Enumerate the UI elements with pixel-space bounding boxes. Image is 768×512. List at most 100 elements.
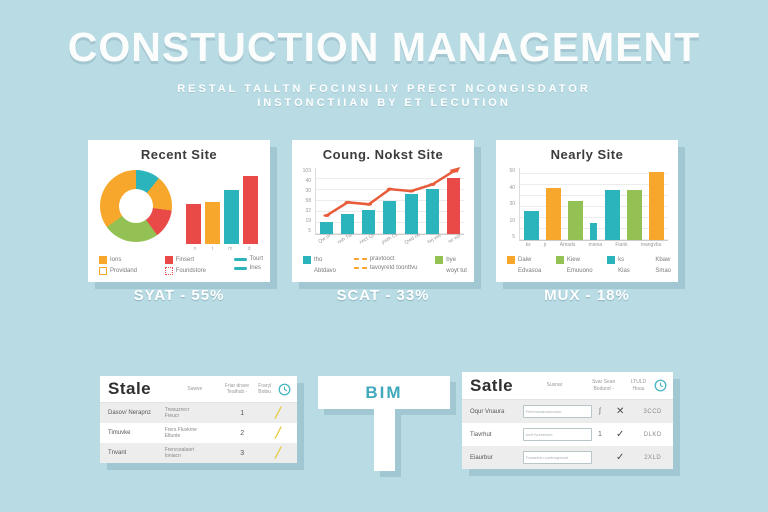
chart-bar [627,190,643,240]
column-header: Fraryl Bobiu [258,382,272,395]
left-table: Stale Suwve Friar drave Tealhub - Fraryl B… [100,376,297,463]
legend-item: bye [435,256,467,264]
legend-label: Klas [618,268,630,274]
y-tick-label: 30 [509,201,515,207]
chart-bar [224,190,239,244]
left-table-title: Stale [108,379,152,398]
x-tick-label: n [193,246,197,252]
chart-bar [341,214,355,234]
row-value: 2XLD [644,454,662,461]
legend-label: Kbaw [655,257,671,263]
legend-swatch [353,267,367,269]
legend-label: bye [446,257,456,263]
legend-swatch [303,256,311,264]
legend-label: Kiew [566,257,580,263]
row-check-mark: ✕ [616,406,625,417]
legend-column: Finsert Foundstore [164,256,206,275]
right-table: Satle Susnar Svar Sean Bodund - LTULD Houu… [462,372,673,469]
legend-column: Kbaw Smao [644,256,671,275]
legend-item: Kiew [555,256,593,264]
right-table-headers: Susnar Svar Sean Bodund - LTULD Houu [525,379,654,392]
legend-item: Finsert [164,256,206,264]
y-tick-label: 103 [302,168,311,174]
legend-label: Tourt [249,256,263,262]
recent-site-donut [100,170,172,242]
y-tick-label: 40 [305,178,311,184]
x-tick-label: ks [525,242,531,248]
table-row: Timuvke Frers Fluvkrne Eltunte 2 ╱ [100,423,297,443]
y-tick-label: 58 [305,198,311,204]
y-tick-label: 32 [305,208,311,214]
legend-swatch [164,267,173,275]
chart-bar [446,177,460,234]
row-name: Eiaurbur [470,454,493,461]
clock-icon [654,379,667,392]
chart-bar [590,223,598,240]
x-tick-label: m [228,246,233,252]
legend-label: tavoyretd toonttvu [369,265,418,271]
legend-swatch [555,256,564,264]
legend-swatch [99,267,107,275]
legend-column: ks Klas [607,256,630,275]
subtitle-line-2: INSTONCTIIAN BY ET LECUTION [257,97,511,109]
legend-label: Ines [249,265,261,271]
clock-icon [278,383,291,395]
legend-swatch [164,256,173,264]
legend-label: Abtdavo [314,268,337,274]
bim-label: BIM [365,382,403,402]
table-row: Tiavrhut wvrt fvumetzcb 1 ✓ DLKD [462,423,673,446]
nearly-site-plot [519,168,668,241]
x-tick-label: Amads [559,242,576,248]
table-input[interactable]: Fitrtvmssauasconao [522,405,592,418]
row-check-mark: ╱ [275,447,282,459]
table-row: Eiaurbur Fsaaetetu cuetrsqenaat ✓ 2XLD [462,446,673,469]
row-pre-mark: ʃ [599,408,601,415]
right-table-header: Satle Susnar Svar Sean Bodund - LTULD Houu [462,372,673,400]
nokst-site-line [323,167,461,217]
y-tick-label: 40 [509,184,515,191]
legend-column: pravtooct tavoyretd toonttvu [353,256,418,275]
row-desc: Frervcealaert Ioniacn [164,447,195,459]
row-input-cell: Fsaaetetu cuetrsqenaat [522,451,592,464]
left-table-headers: Suwve Friar drave Tealhub - Fraryl Bobiu [167,383,278,396]
chart-bar [545,188,561,240]
table-input[interactable]: Fsaaetetu cuetrsqenaat [522,451,592,464]
subtitle-line-1: RESTAL TALLTN FOCINSILIY PRECT NCONGISDA… [177,83,591,95]
legend-swatch [99,256,107,264]
legend-label: Emuuono [566,268,593,274]
legend-swatch [233,266,247,270]
legend-item: Abtdavo [303,267,336,275]
row-number: 2 [240,429,245,437]
table-row: Dasov/ Nerapnz Trwsuzrecr Freucr 1 ╱ [100,403,297,423]
legend-item: Daiw [507,256,541,264]
recent-site-card: Recent Site n t m d Ions Providand Finsert Fou… [88,140,270,282]
column-header: Svar Sean Bodund - [591,379,616,392]
x-tick-label: miena [588,242,603,248]
legend-item: Kbaw [644,256,671,264]
legend-label: Daiw [518,257,532,263]
legend-item: Klas [607,267,630,275]
table-input[interactable]: wvrt fvumetzcb [522,428,592,441]
legend-label: Ions [110,257,122,263]
column-header: Friar drave Tealhub - [224,382,250,395]
caption-scat: SCAT - 33% [336,287,430,304]
row-name: Tiavrhut [470,431,492,438]
chart-bar [186,204,201,244]
chart-bar [425,189,439,234]
nokst-site-yaxis: 103 40 30 58 32 19 5 [297,168,311,234]
row-check-mark: ✓ [616,429,625,440]
legend-item: Ines [233,265,263,271]
legend-item: pravtooct [353,256,418,262]
recent-site-bars [186,172,258,244]
legend-item: Providand [99,267,137,275]
x-tick-label: t [211,246,213,252]
row-pre-mark: 1 [597,431,602,438]
chart-bar [383,201,397,234]
legend-item: Ions [99,256,137,264]
row-name: Dasov/ Nerapnz [108,410,152,416]
chart-bar [404,194,418,234]
row-number: 3 [240,449,245,457]
bim-sign-post [374,409,395,471]
row-number: 1 [240,409,245,417]
